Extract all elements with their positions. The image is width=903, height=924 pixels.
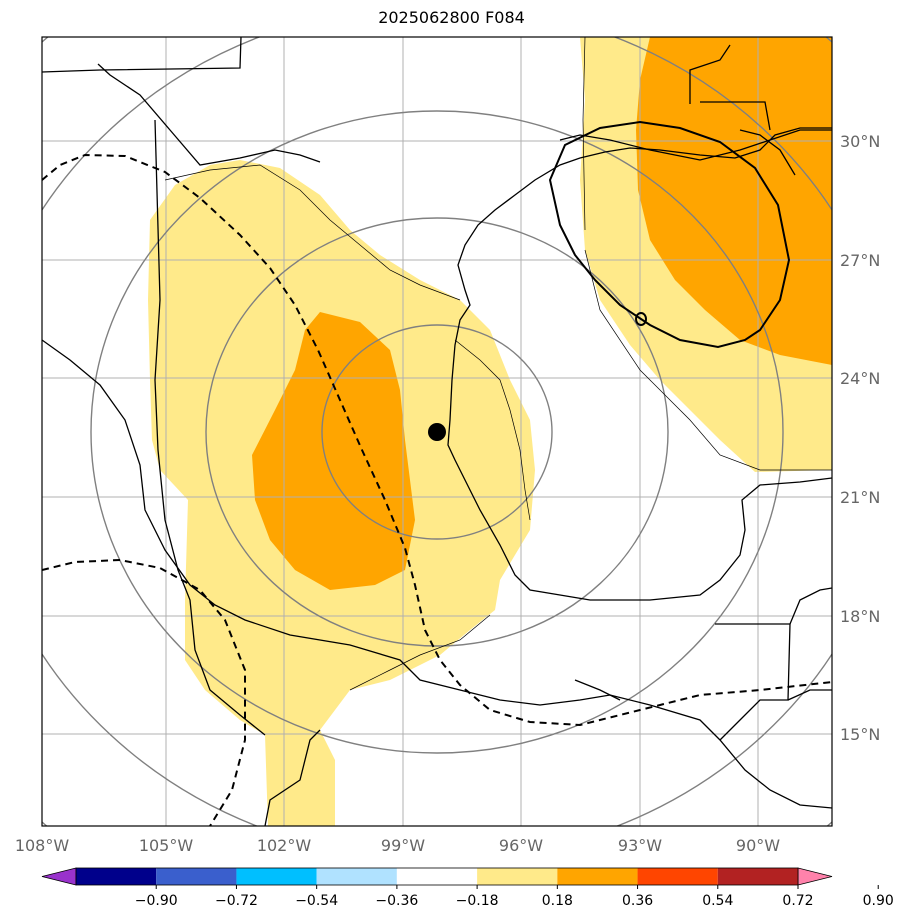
lat-label: 27°N	[840, 251, 880, 270]
colorbar-segment	[717, 868, 798, 885]
lat-label: 30°N	[840, 132, 880, 151]
colorbar-extend-low	[41, 867, 77, 886]
field-0.36-region-west	[252, 312, 415, 590]
colorbar-tick-label: −0.36	[375, 893, 418, 909]
coastlines	[42, 37, 832, 826]
dashed-contours	[42, 153, 832, 826]
lon-label: 105°W	[139, 836, 194, 855]
lon-label: 99°W	[381, 836, 425, 855]
lon-label: 102°W	[257, 836, 312, 855]
colorbar-tick-label: 0.72	[782, 893, 813, 909]
colorbar-tick-label: −0.18	[456, 893, 499, 909]
colorbar-segment	[316, 868, 397, 885]
colorbar-tick-label: 0.36	[622, 893, 653, 909]
solid-contour	[548, 120, 791, 349]
storm-center-marker	[428, 423, 446, 441]
border-lines	[164, 37, 832, 691]
lon-label: 96°W	[499, 836, 543, 855]
lon-label: 108°W	[15, 836, 70, 855]
colorbar-extend-high	[797, 867, 833, 886]
colorbar-segment	[637, 868, 718, 885]
lat-label: 18°N	[840, 607, 880, 626]
colorbar-tick-label: 0.54	[702, 893, 733, 909]
map-title: 2025062800 F084	[378, 8, 525, 27]
colorbar-tick-label: −0.72	[215, 893, 258, 909]
small-contour-loop	[635, 312, 647, 326]
colorbar-tick-label: −0.54	[295, 893, 338, 909]
colorbar-tick-label: −0.90	[135, 893, 178, 909]
colorbar-segment	[396, 868, 478, 885]
colorbar-segment	[557, 868, 638, 885]
colorbar-segment	[236, 868, 317, 885]
colorbar: −0.90 −0.72 −0.54 −0.36 −0.18 0.18 0.36 0.54 0.7…	[41, 867, 894, 909]
lon-label: 90°W	[736, 836, 780, 855]
colorbar-segment	[477, 868, 558, 885]
lon-label: 93°W	[618, 836, 662, 855]
colorbar-segment	[76, 868, 157, 885]
longitude-labels: 108°W 105°W 102°W 99°W 96°W 93°W 90°W	[15, 836, 780, 855]
lat-label: 24°N	[840, 369, 880, 388]
lat-label: 15°N	[840, 725, 880, 744]
plot-frame	[41, 36, 833, 827]
colorbar-frame	[75, 867, 799, 886]
colorbar-segment	[156, 868, 237, 885]
colorbar-tick-label: 0.18	[542, 893, 573, 909]
lat-label: 21°N	[840, 488, 880, 507]
latitude-labels: 30°N 27°N 24°N 21°N 18°N 15°N	[840, 132, 880, 744]
graticule	[42, 37, 832, 826]
colorbar-tick-label: 0.90	[863, 893, 894, 909]
